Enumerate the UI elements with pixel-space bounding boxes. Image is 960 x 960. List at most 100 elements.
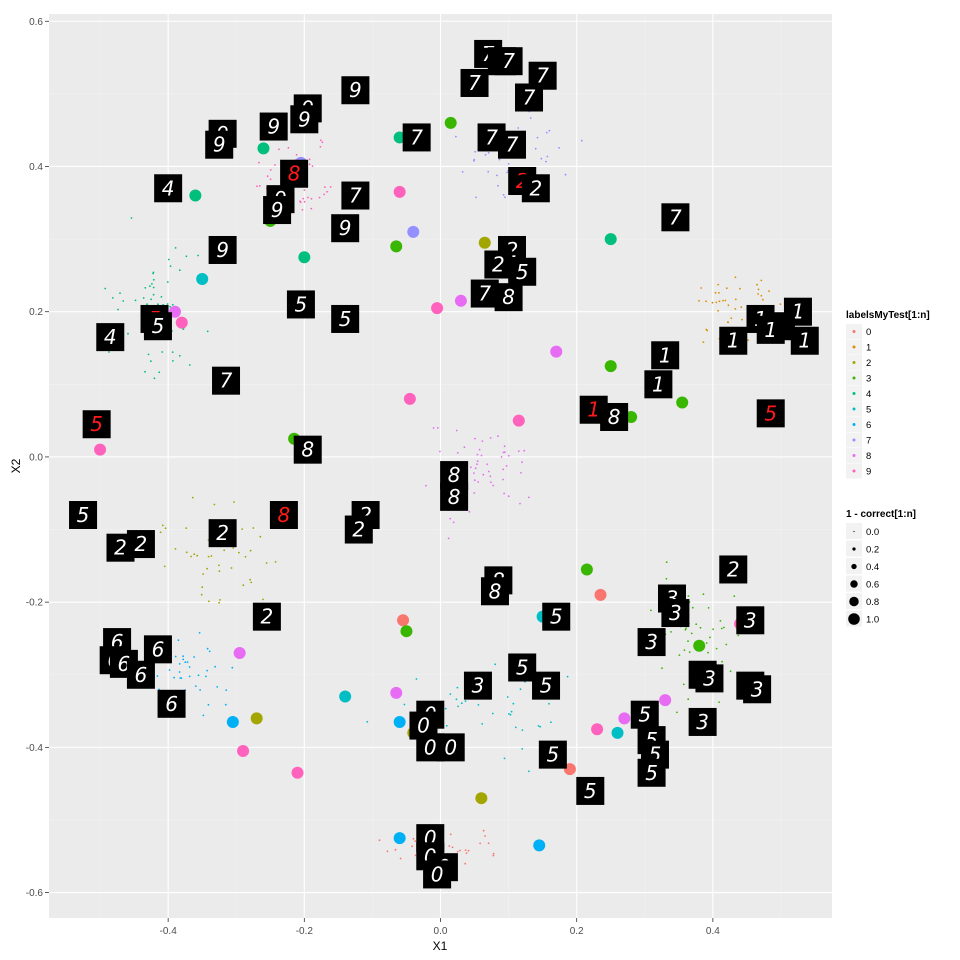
digit-image-background <box>69 501 98 530</box>
cluster-point <box>178 354 181 357</box>
cluster-point <box>464 700 467 702</box>
misclassified-point <box>168 305 181 318</box>
cluster-point <box>564 173 567 176</box>
cluster-point <box>182 655 185 658</box>
cluster-point <box>152 286 155 289</box>
digit-image: 5 <box>69 501 98 530</box>
cluster-point <box>508 713 510 715</box>
digit-image-background <box>719 555 748 584</box>
cluster-point <box>169 305 172 308</box>
misclassified-point <box>196 273 209 286</box>
cluster-point <box>320 139 322 142</box>
legend-label: 1 <box>866 343 871 354</box>
digit-image-background <box>82 410 111 439</box>
digit-image-background <box>212 366 241 395</box>
cluster-point <box>546 155 549 158</box>
cluster-point <box>432 427 435 429</box>
misclassified-point <box>94 443 107 456</box>
digit-image: 2 <box>719 555 748 584</box>
cluster-point <box>250 581 253 584</box>
digit-image-labels: 7777779999997778224799799225785555111111… <box>69 39 819 889</box>
cluster-point <box>722 299 724 302</box>
digit-image-background <box>344 515 373 544</box>
misclassified-point <box>390 686 403 699</box>
cluster-point <box>717 283 720 286</box>
legend-key-swatch <box>852 438 856 442</box>
digit-image-background <box>576 776 605 805</box>
digit-image-glyph: 7 <box>485 125 498 149</box>
digit-image-background <box>743 675 772 704</box>
cluster-point <box>206 567 209 570</box>
digit-image-glyph: 9 <box>216 238 229 262</box>
misclassified-point <box>393 131 406 144</box>
cluster-point <box>449 517 452 520</box>
digit-image-background <box>532 671 561 700</box>
cluster-point <box>318 196 321 199</box>
legend-label: 3 <box>866 374 871 385</box>
cluster-point <box>760 294 763 297</box>
cluster-point <box>455 135 457 138</box>
digit-image: 5 <box>532 671 561 700</box>
cluster-point <box>455 698 458 701</box>
cluster-point <box>152 278 155 281</box>
cluster-point <box>739 287 741 290</box>
digit-image-glyph: 6 <box>152 637 165 661</box>
cluster-point <box>729 670 732 673</box>
cluster-point <box>459 849 461 852</box>
digit-image: 8 <box>480 577 509 606</box>
cluster-point <box>178 671 181 673</box>
cluster-point <box>519 502 521 505</box>
cluster-point <box>480 454 483 457</box>
cluster-point <box>661 667 663 670</box>
digit-image-background <box>637 758 666 787</box>
cluster-point <box>505 465 508 467</box>
digit-image-glyph: 1 <box>798 329 811 353</box>
digit-image-glyph: 3 <box>751 677 764 701</box>
cluster-point <box>415 678 418 680</box>
cluster-point <box>111 297 114 299</box>
digit-image-glyph: 8 <box>608 405 621 429</box>
digit-image-background <box>154 174 183 203</box>
misclassified-point <box>250 712 263 725</box>
cluster-point <box>682 683 685 686</box>
digit-image-background <box>790 326 819 355</box>
cluster-point <box>444 707 447 710</box>
legend-label: 0.8 <box>866 597 879 608</box>
cluster-point <box>287 146 290 149</box>
cluster-point <box>179 677 182 679</box>
cluster-point <box>473 158 476 161</box>
misclassified-point <box>298 251 311 264</box>
x-tick-label: 0.2 <box>570 926 584 937</box>
cluster-point <box>476 463 478 466</box>
digit-image: 2 <box>208 519 237 548</box>
cluster-point <box>517 127 520 129</box>
cluster-point <box>258 161 260 164</box>
misclassified-point <box>533 839 546 852</box>
misclassified-point <box>693 639 706 652</box>
cluster-point <box>548 129 551 132</box>
size-legend-title: 1 - correct[1:n] <box>846 509 916 520</box>
digit-image-glyph: 2 <box>529 176 542 200</box>
digit-image-background <box>263 196 292 225</box>
misclassified-point <box>591 723 604 736</box>
digit-image: 6 <box>126 660 155 689</box>
digit-image-glyph: 8 <box>448 485 461 509</box>
cluster-point <box>199 689 202 691</box>
digit-image-background <box>331 304 360 333</box>
cluster-point <box>684 628 687 631</box>
cluster-point <box>156 675 159 677</box>
cluster-point <box>687 698 690 701</box>
cluster-point <box>403 703 406 706</box>
cluster-point <box>303 200 306 203</box>
cluster-point <box>411 845 413 848</box>
digit-image: 8 <box>440 482 469 511</box>
digit-image-glyph: 8 <box>288 162 301 186</box>
digit-image-glyph: 8 <box>448 463 461 487</box>
digit-image-glyph: 5 <box>516 655 529 679</box>
digit-image-background <box>756 315 785 344</box>
cluster-point <box>717 309 719 312</box>
misclassified-point <box>659 694 672 707</box>
cluster-point <box>214 665 217 668</box>
cluster-point <box>473 472 475 474</box>
